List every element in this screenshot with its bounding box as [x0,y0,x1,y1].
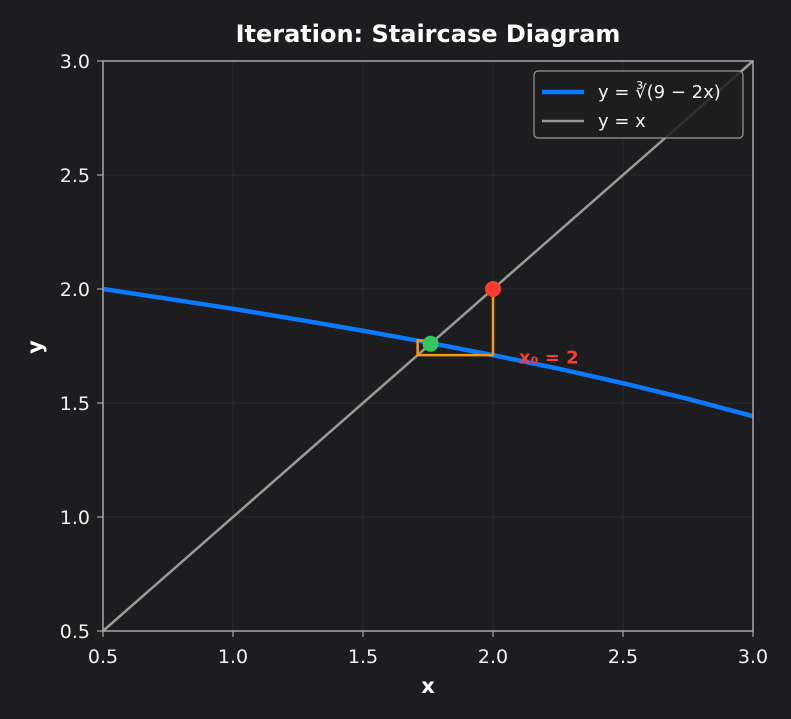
x-tick-label: 1.5 [348,646,378,668]
y-tick-label: 0.5 [60,621,90,643]
y-tick-label: 2.5 [60,165,90,187]
start-point-annotation: x₀ = 2 [519,347,579,368]
y-axis-ticks: 0.5 1.0 1.5 2.0 2.5 3.0 [60,51,103,643]
legend-label-identity: y = x [598,111,646,132]
y-tick-label: 3.0 [60,51,90,73]
x-axis-ticks: 0.5 1.0 1.5 2.0 2.5 3.0 [88,631,768,668]
series-line-curve [102,286,754,419]
staircase-path [416,289,495,357]
legend-box [533,70,744,139]
plot-frame [102,60,754,632]
start-point [485,281,501,297]
plot-area [102,60,754,632]
chart-title: Iteration: Staircase Diagram [236,20,621,48]
legend-label-curve: y = ∛(9 − 2x) [598,81,721,103]
x-tick-label: 3.0 [738,646,768,668]
y-tick-label: 1.0 [60,507,90,529]
legend: y = ∛(9 − 2x) y = x [533,70,744,139]
x-tick-label: 2.5 [608,646,638,668]
x-axis-label: x [421,674,435,698]
x-tick-label: 2.0 [478,646,508,668]
fixed-point [422,335,439,352]
y-tick-label: 2.0 [60,279,90,301]
x-tick-label: 0.5 [88,646,118,668]
x-tick-label: 1.0 [218,646,248,668]
y-axis-label: y [23,340,47,354]
y-tick-label: 1.5 [60,393,90,415]
